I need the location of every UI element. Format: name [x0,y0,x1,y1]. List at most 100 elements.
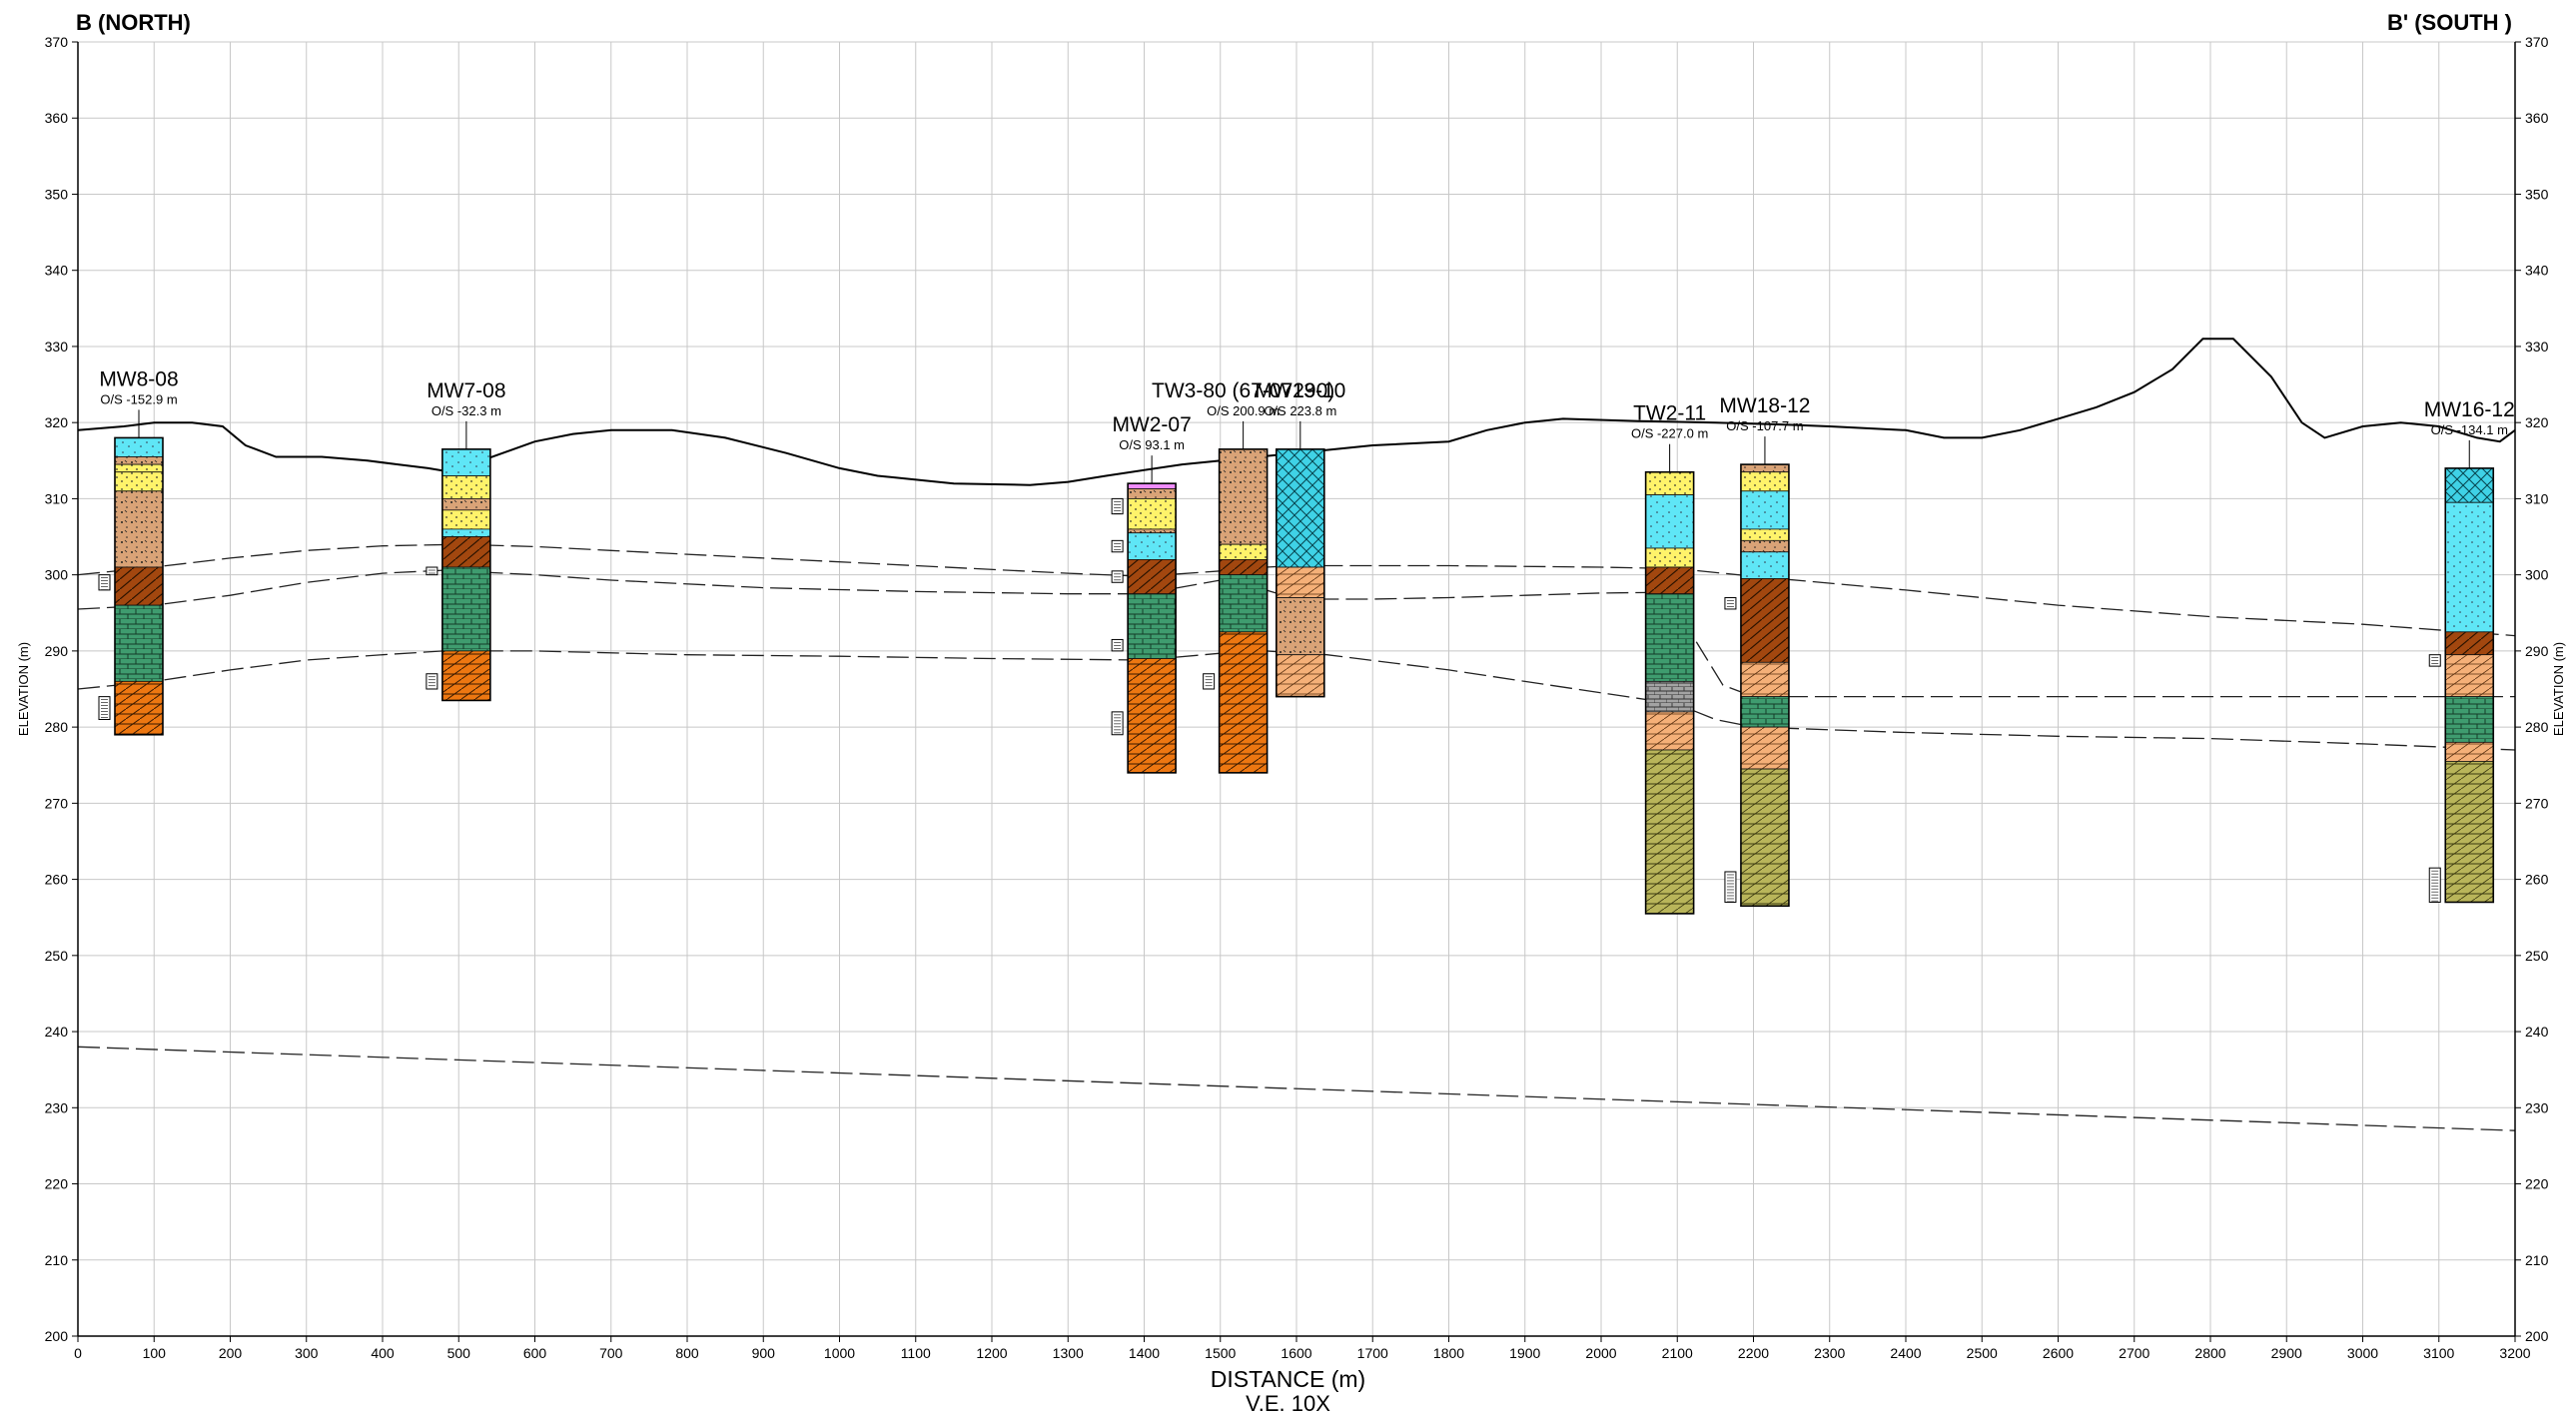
borehole-offset: O/S -227.0 m [1631,426,1708,441]
x-tick-label: 3000 [2347,1345,2378,1361]
x-tick-label: 1100 [901,1345,931,1361]
borehole-offset: O/S 93.1 m [1119,437,1185,452]
y-tick-label-right: 330 [2525,339,2549,354]
x-tick-label: 900 [752,1345,776,1361]
borehole-layer [1219,574,1269,633]
borehole-offset: O/S 223.8 m [1264,403,1336,418]
y-tick-label-left: 290 [45,643,69,659]
borehole-layer [1127,559,1177,595]
borehole-layer [1740,661,1790,698]
borehole-offset: O/S -32.3 m [431,403,501,418]
borehole-layer [114,437,164,457]
borehole-layer [1127,593,1177,659]
well-screen-icon [2428,867,2441,903]
borehole: MW7-08O/S -32.3 m [426,379,506,702]
x-tick-label: 2100 [1662,1345,1693,1361]
borehole-layer [1740,696,1790,728]
y-tick-label-right: 320 [2525,414,2549,430]
x-tick-label: 1800 [1433,1345,1464,1361]
borehole-layer [441,528,491,537]
well-screen-icon [426,673,438,690]
borehole: MW2-07O/S 93.1 m [1111,413,1192,774]
x-tick-label: 1900 [1509,1345,1540,1361]
borehole: TW3-80 (67-07290)O/S 200.9 m [1152,379,1334,774]
borehole-layer [1740,551,1790,579]
borehole-layer [114,490,164,568]
borehole-layer [1127,528,1177,534]
borehole-layer [1740,463,1790,473]
well-screen-box [426,673,438,690]
y-tick-label-right: 360 [2525,110,2549,126]
x-tick-label: 400 [371,1345,395,1361]
contact-line [77,1046,2516,1131]
borehole-name: MW16-12 [2424,398,2515,421]
borehole-layer [1276,448,1325,568]
y-tick-label-left: 250 [45,948,69,964]
y-tick-label-left: 280 [45,719,69,735]
x-tick-label: 2800 [2194,1345,2225,1361]
ground-surface-line [77,338,2516,486]
y-tick-label-right: 210 [2525,1252,2549,1268]
borehole-offset: O/S -152.9 m [100,391,177,406]
borehole-layer [2444,654,2494,698]
y-tick-label-right: 230 [2525,1099,2549,1115]
borehole-layer [441,650,491,701]
borehole-layer [1740,578,1790,663]
y-tick-label-right: 300 [2525,567,2549,583]
y-tick-label-right: 200 [2525,1328,2549,1344]
borehole-layer [1219,543,1269,560]
borehole-layer [1645,547,1695,568]
y-tick-label-left: 300 [45,567,69,583]
borehole-layer [1645,680,1695,713]
well-screen-box [2428,867,2441,903]
x-tick-label: 3200 [2499,1345,2530,1361]
borehole-layer [441,566,491,652]
borehole-layer [1645,566,1695,595]
borehole-offset: O/S 200.9 m [1207,403,1280,418]
borehole-layer [441,536,491,568]
x-tick-label: 600 [523,1345,547,1361]
x-axis-title: DISTANCE (m) [1210,1366,1366,1392]
borehole-layer [1645,593,1695,682]
borehole-layer [2444,501,2494,633]
y-tick-label-left: 330 [45,339,69,354]
borehole-layer [1219,559,1269,576]
well-screen-icon [1111,711,1124,736]
x-tick-label: 1300 [1053,1345,1084,1361]
borehole-layer [1740,768,1790,907]
x-tick-label: 2200 [1738,1345,1769,1361]
y-tick-label-left: 210 [45,1252,69,1268]
borehole-layer [1127,532,1177,560]
x-tick-label: 1700 [1357,1345,1388,1361]
section-title-right: B' (SOUTH ) [2387,10,2512,35]
borehole-layer [441,475,491,499]
vertical-exaggeration-note: V.E. 10X [1246,1391,1330,1416]
borehole-layer [1127,658,1177,774]
borehole-layer [441,448,491,476]
borehole-name: MW13-10 [1255,379,1345,402]
well-screen-icon [1111,638,1124,652]
y-tick-label-left: 260 [45,872,69,888]
y-tick-label-left: 370 [45,34,69,50]
y-tick-label-right: 370 [2525,34,2549,50]
y-tick-label-left: 320 [45,414,69,430]
x-tick-label: 1400 [1129,1345,1160,1361]
borehole-layer [1740,471,1790,492]
well-screen-icon [98,574,111,591]
x-tick-label: 1000 [824,1345,855,1361]
y-tick-label-left: 310 [45,490,69,506]
borehole-layer [1740,539,1790,553]
x-tick-label: 200 [219,1345,243,1361]
borehole: MW13-10O/S 223.8 m [1255,379,1345,698]
axes: 200 200 210 210 220 220 230 230 240 240 250 250 260 2… [16,34,2566,1361]
y-tick-label-right: 260 [2525,872,2549,888]
x-tick-label: 2700 [2119,1345,2149,1361]
well-screen-icon [1724,871,1737,903]
y-tick-label-left: 350 [45,186,69,202]
y-tick-label-left: 200 [45,1328,69,1344]
borehole-layer [114,566,164,606]
borehole-name: MW7-08 [427,379,505,402]
borehole: MW16-12O/S -134.1 m [2424,398,2515,904]
borehole-layer [1740,490,1790,530]
borehole-layer [1127,498,1177,530]
